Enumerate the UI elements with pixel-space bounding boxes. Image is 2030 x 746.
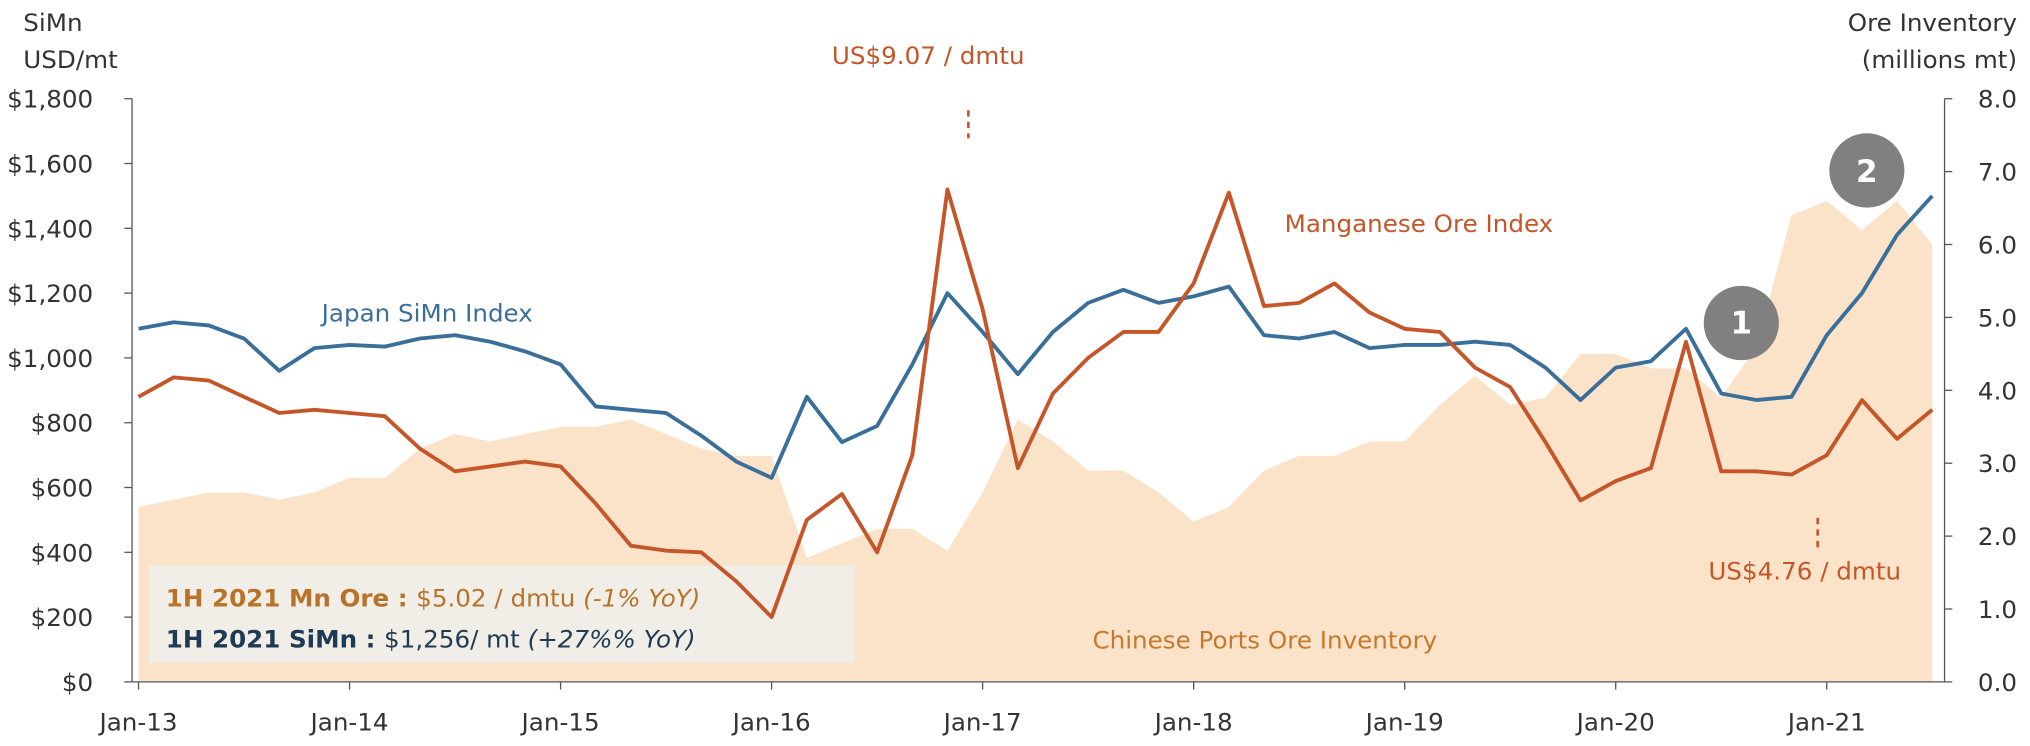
area [138,200,1933,682]
series-label: Japan SiMn Index [320,299,533,328]
series-label: Manganese Ore Index [1285,209,1554,238]
y-tick-label: $200 [31,603,94,632]
summary-value: $1,256/ mt [384,624,528,653]
y-tick-label: $800 [31,409,94,438]
x-tick-label: Jan-20 [1575,708,1655,737]
x-tick-label: Jan-21 [1786,708,1866,737]
line [137,187,1934,619]
y-axis-label: USD/mt [23,45,118,74]
y2-tick-label: 2.0 [1978,522,2017,551]
y-tick-label: $400 [31,538,94,567]
peak-annotation: US$9.07 / dmtu [832,41,1025,70]
x-tick-label: Jan-17 [942,708,1022,737]
x-tick-label: Jan-18 [1153,708,1233,737]
y-tick-label: $600 [31,474,94,503]
y-tick-label: $1,400 [7,214,93,243]
low-annotation: US$4.76 / dmtu [1708,556,1901,585]
x-tick-label: Jan-14 [309,708,389,737]
y2-tick-label: 8.0 [1978,85,2017,114]
y2-axis-label: Ore Inventory [1848,8,2017,37]
line [138,194,1934,480]
summary-label: 1H 2021 Mn Ore : [166,583,416,612]
y-tick-label: $1,200 [7,279,93,308]
y-axis-label: SiMn [23,8,82,37]
y2-tick-label: 4.0 [1978,376,2017,405]
y2-tick-label: 3.0 [1978,449,2017,478]
x-tick-label: Jan-13 [97,708,177,737]
y2-tick-label: 7.0 [1978,158,2017,187]
summary-line: 1H 2021 Mn Ore : $5.02 / dmtu (-1% YoY) [166,583,701,612]
y2-tick-label: 5.0 [1978,303,2017,332]
marker-circle [1703,285,1779,361]
y2-tick-label: 1.0 [1978,595,2017,624]
y-tick-label: $1,600 [7,150,93,179]
y2-axis-label: (millions mt) [1862,45,2017,74]
series-label: Chinese Ports Ore Inventory [1092,626,1437,655]
x-tick-label: Jan-19 [1364,708,1444,737]
summary-line: 1H 2021 SiMn : $1,256/ mt (+27%% YoY) [166,624,696,653]
marker-label: 1 [1730,305,1752,341]
y-tick-label: $1,000 [7,344,93,373]
y-tick-label: $1,800 [7,85,93,114]
y-tick-label: $0 [62,668,93,697]
summary-change: (-1% YoY) [583,583,700,612]
summary-value: $5.02 / dmtu [416,583,583,612]
marker-circle [1829,133,1905,208]
y2-tick-label: 0.0 [1978,668,2017,697]
marker-label: 2 [1856,154,1878,190]
x-tick-label: Jan-16 [731,708,811,737]
summary-change: (+27%% YoY) [528,624,696,653]
y2-tick-label: 6.0 [1978,231,2017,260]
x-tick-label: Jan-15 [520,708,600,737]
summary-label: 1H 2021 SiMn : [166,624,384,653]
